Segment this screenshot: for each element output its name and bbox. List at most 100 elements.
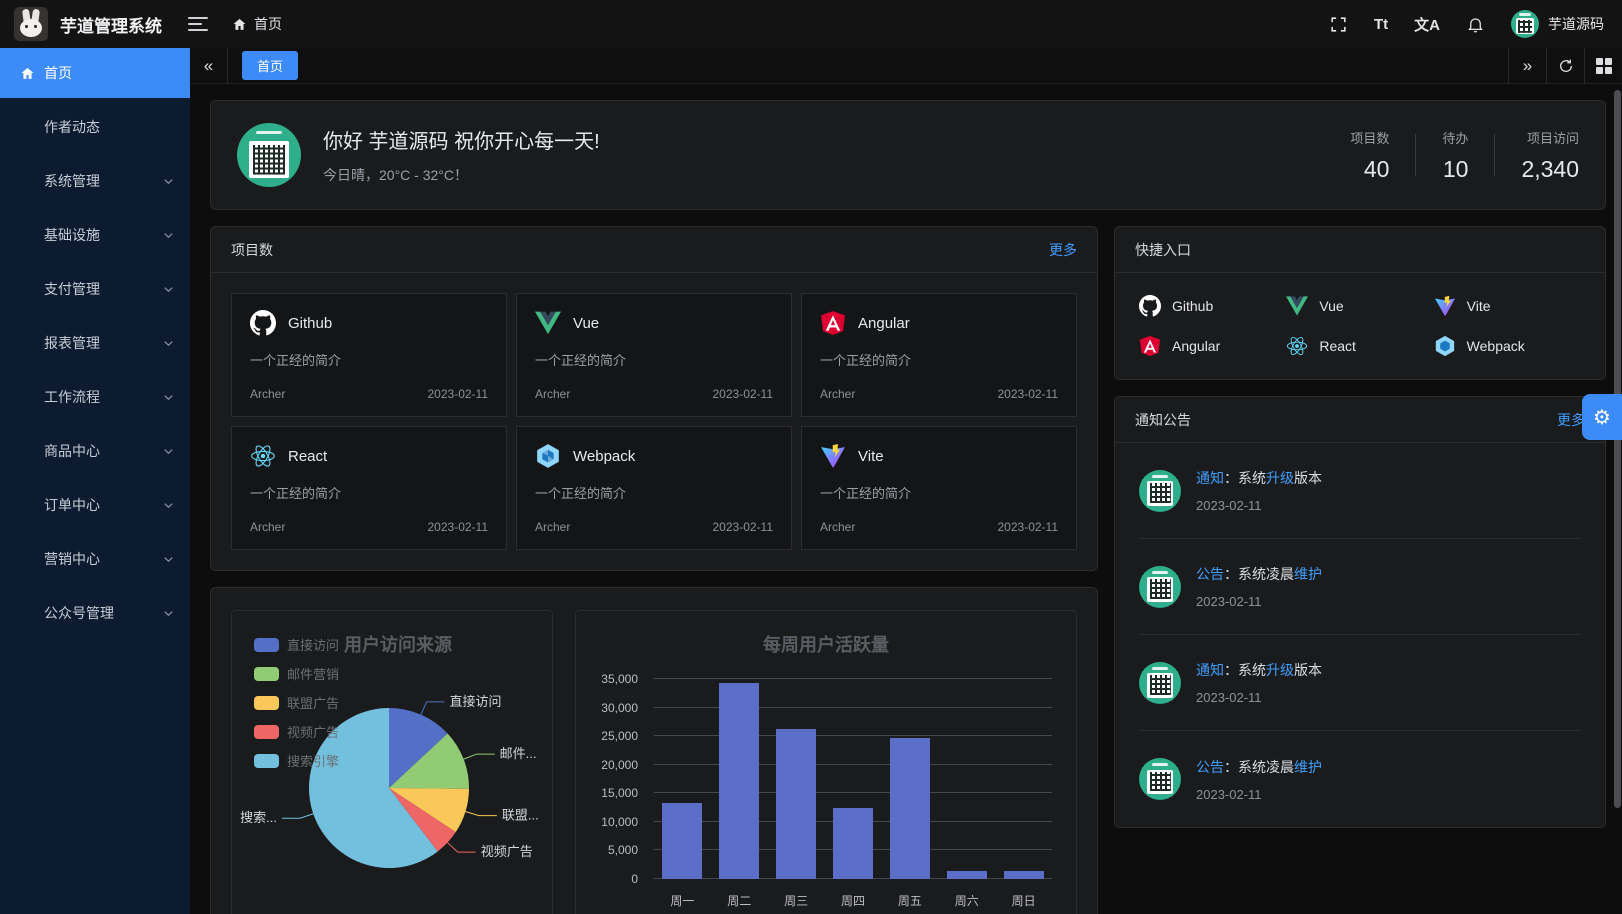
- gridline: [654, 763, 1052, 765]
- sidebar-item-report[interactable]: 报表管理: [0, 318, 190, 368]
- bar-series: [654, 679, 1052, 879]
- notice-date: 2023-02-11: [1196, 594, 1262, 609]
- refresh-button[interactable]: [1546, 48, 1584, 83]
- bar-slot: [711, 679, 768, 879]
- sidebar-item-payment[interactable]: 支付管理: [0, 264, 190, 314]
- legend-item[interactable]: 邮件营销: [254, 664, 339, 683]
- sidebar-item-system[interactable]: 系统管理: [0, 156, 190, 206]
- sidebar-item-label: 基础设施: [44, 227, 100, 243]
- locale-icon[interactable]: 文A: [1414, 16, 1440, 34]
- legend-label: 视频广告: [287, 725, 340, 740]
- chevron-down-icon: [164, 232, 173, 238]
- x-tick-label: 周二: [727, 894, 752, 908]
- shortcut-vite[interactable]: Vite: [1434, 295, 1581, 317]
- notice-item[interactable]: 通知：系统升级版本 2023-02-11: [1139, 443, 1581, 539]
- sidebar-item-label: 营销中心: [44, 551, 100, 567]
- sidebar-item-order[interactable]: 订单中心: [0, 480, 190, 530]
- bar: [946, 871, 987, 879]
- app-logo: [14, 7, 48, 41]
- fullscreen-icon[interactable]: [1329, 15, 1348, 34]
- chevron-down-icon: [164, 340, 173, 346]
- sidebar-item-marketing[interactable]: 营销中心: [0, 534, 190, 584]
- y-tick-label: 25,000: [601, 729, 638, 744]
- project-desc: 一个正经的简介: [820, 353, 912, 368]
- github-icon: [250, 310, 276, 336]
- scrollbar-thumb[interactable]: [1614, 90, 1621, 808]
- menu-fold-icon[interactable]: [188, 17, 208, 31]
- project-card-react[interactable]: React 一个正经的简介 Archer 2023-02-11: [231, 426, 507, 550]
- project-date: 2023-02-11: [997, 520, 1059, 534]
- notices-panel-title: 通知公告: [1135, 411, 1191, 428]
- notice-date: 2023-02-11: [1196, 498, 1262, 513]
- gear-icon: ⚙: [1593, 406, 1611, 429]
- pie-callout-label: 联盟...: [502, 808, 539, 823]
- chevron-down-icon: [164, 286, 173, 292]
- project-date: 2023-02-11: [712, 387, 774, 401]
- sidebar-item-home[interactable]: 首页: [0, 48, 190, 98]
- shortcut-github[interactable]: Github: [1139, 295, 1286, 317]
- legend-item[interactable]: 联盟广告: [254, 693, 339, 712]
- settings-drawer-button[interactable]: ⚙: [1582, 394, 1622, 440]
- breadcrumb[interactable]: 首页: [232, 14, 282, 34]
- sidebar-item-label: 首页: [44, 65, 72, 81]
- pie-slice: [309, 708, 438, 868]
- bar-plot: [654, 678, 1052, 879]
- sidebar-item-infra[interactable]: 基础设施: [0, 210, 190, 260]
- notice-title: 公告：系统凌晨维护: [1196, 758, 1322, 775]
- pie-label-line: [420, 701, 445, 715]
- legend-label: 邮件营销: [287, 667, 340, 682]
- tabs-scroll-right-button[interactable]: »: [1508, 48, 1546, 83]
- project-desc: 一个正经的简介: [250, 353, 342, 368]
- pie-callout-label: 直接访问: [450, 694, 502, 709]
- bar: [833, 808, 873, 879]
- sidebar-item-author-news[interactable]: 作者动态: [0, 102, 190, 152]
- sidebar-item-label: 商品中心: [44, 443, 100, 459]
- sidebar-item-workflow[interactable]: 工作流程: [0, 372, 190, 422]
- project-card-vue[interactable]: Vue 一个正经的简介 Archer 2023-02-11: [516, 293, 792, 417]
- webpack-icon: [537, 444, 559, 468]
- legend-item[interactable]: 视频广告: [254, 722, 339, 741]
- gridline: [654, 735, 1052, 737]
- project-desc: 一个正经的简介: [820, 486, 912, 501]
- shortcut-webpack[interactable]: Webpack: [1434, 335, 1581, 357]
- notice-title: 通知：系统升级版本: [1196, 662, 1322, 678]
- user-menu[interactable]: 芋道源码: [1511, 10, 1604, 38]
- project-name: Vite: [858, 447, 884, 465]
- font-size-icon[interactable]: Tt: [1373, 15, 1389, 33]
- vue-icon: [1286, 296, 1309, 316]
- project-card-vite[interactable]: Vite 一个正经的简介 Archer 2023-02-11: [801, 426, 1077, 550]
- shortcut-angular[interactable]: Angular: [1139, 335, 1286, 357]
- stat-label: 项目数: [1350, 130, 1390, 146]
- notices-more-link[interactable]: 更多: [1557, 411, 1585, 428]
- tab-home[interactable]: 首页: [242, 51, 299, 80]
- pie-slice: [389, 733, 469, 789]
- sidebar-item-label: 作者动态: [44, 119, 100, 135]
- sidebar: 首页 作者动态 系统管理 基础设施 支付管理 报表管理 工作流程 商品中心: [0, 48, 190, 914]
- tabs-scroll-left-button[interactable]: «: [190, 48, 228, 83]
- shortcut-vue[interactable]: Vue: [1286, 295, 1433, 317]
- stat-value: 2,340: [1521, 155, 1579, 182]
- notice-item[interactable]: 通知：系统升级版本 2023-02-11: [1139, 635, 1581, 731]
- projects-panel-title: 项目数: [231, 241, 273, 258]
- project-card-angular[interactable]: Angular 一个正经的简介 Archer 2023-02-11: [801, 293, 1077, 417]
- project-card-webpack[interactable]: Webpack 一个正经的简介 Archer 2023-02-11: [516, 426, 792, 550]
- shortcut-react[interactable]: React: [1286, 335, 1433, 357]
- legend-item[interactable]: 搜索引擎: [254, 751, 339, 770]
- legend-item[interactable]: 直接访问: [254, 635, 339, 654]
- notice-item[interactable]: 公告：系统凌晨维护 2023-02-11: [1139, 731, 1581, 827]
- project-card-github[interactable]: Github 一个正经的简介 Archer 2023-02-11: [231, 293, 507, 417]
- bell-icon[interactable]: [1466, 15, 1485, 34]
- project-date: 2023-02-11: [427, 520, 489, 534]
- notice-item[interactable]: 公告：系统凌晨维护 2023-02-11: [1139, 539, 1581, 635]
- sidebar-item-wechat-mp[interactable]: 公众号管理: [0, 588, 190, 638]
- notices-panel: 通知公告 更多 通知：系统升级版本 2023-02-11: [1114, 396, 1606, 828]
- react-icon: [251, 445, 275, 467]
- projects-more-link[interactable]: 更多: [1049, 241, 1077, 258]
- welcome-card: 你好 芋道源码 祝你开心每一天! 今日晴，20°C - 32°C！ 项目数 40…: [210, 100, 1606, 210]
- tabs-menu-button[interactable]: [1584, 48, 1622, 83]
- sidebar-item-product[interactable]: 商品中心: [0, 426, 190, 476]
- notice-avatar: [1139, 661, 1181, 704]
- dashboard-content: 你好 芋道源码 祝你开心每一天! 今日晴，20°C - 32°C！ 项目数 40…: [190, 84, 1622, 914]
- notice-date: 2023-02-11: [1196, 786, 1262, 802]
- chevron-down-icon: [164, 556, 173, 562]
